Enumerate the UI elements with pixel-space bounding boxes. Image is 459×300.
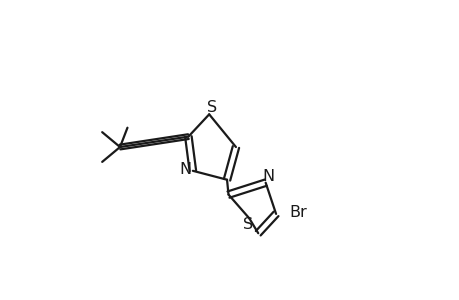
Text: N: N bbox=[179, 162, 191, 177]
Text: S: S bbox=[242, 217, 252, 232]
Text: Br: Br bbox=[289, 205, 307, 220]
Text: S: S bbox=[206, 100, 216, 115]
Text: N: N bbox=[262, 169, 274, 184]
